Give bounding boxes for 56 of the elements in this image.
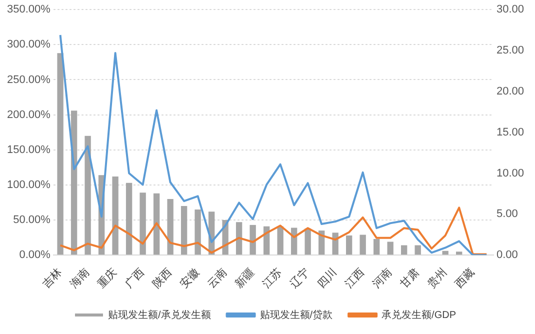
y2-tick-label: 0.00 [496,249,518,262]
bar [442,250,448,255]
bar [236,222,242,255]
bar [167,198,174,255]
y2-tick-label: 10.00 [496,167,524,180]
bar [346,235,352,255]
legend-label: 承兑发生额/GDP [382,308,456,321]
x-tick-label: 陕西 [150,266,174,290]
bar [57,53,64,255]
bar [277,226,284,255]
y-tick-label: 100.00% [6,178,51,191]
x-tick-label: 辽宁 [287,266,312,290]
x-tick-label: 西藏 [452,266,478,290]
x-tick-label: 四川 [314,266,340,290]
y2-tick-label: 20.00 [496,85,524,98]
x-tick-label: 安徽 [177,266,202,290]
bar [387,242,394,255]
x-tick-label: 河南 [370,266,394,290]
bar [414,245,421,255]
y2-tick-label: 25.00 [496,44,524,57]
y-tick-label: 0.00% [19,249,51,262]
y2-tick-label: 30.00 [496,4,524,16]
bar [180,206,188,255]
bar [84,136,91,255]
x-tick-label: 海南 [67,266,92,290]
y2-tick-label: 5.00 [496,208,518,220]
bar [140,192,146,255]
bar [400,245,408,255]
y-tick-label: 350.00% [6,4,51,16]
x-tick-label: 吉林 [40,266,64,290]
x-tick-label: 云南 [204,266,230,290]
bar [194,210,201,255]
y-tick-label: 50.00% [13,214,51,226]
bar [360,234,366,255]
bar [373,238,380,255]
legend-label: 贴现发生额/贷款 [260,308,333,321]
y2-tick-label: 15.00 [496,126,524,138]
bar [304,228,311,255]
bar [126,182,132,255]
y-tick-label: 300.00% [6,38,51,51]
bar [153,193,160,255]
x-tick-label: 贵州 [424,266,450,290]
y-tick-label: 200.00% [6,108,51,121]
x-tick-label: 江苏 [260,266,284,290]
y-tick-label: 150.00% [6,144,51,156]
bar [112,176,118,255]
x-tick-label: 甘肃 [397,266,422,290]
x-tick-label: 重庆 [94,266,120,290]
x-tick-label: 广西 [122,266,147,290]
x-tick-label: 江西 [342,266,367,290]
legend-label: 贴现发生额/承兑发生额 [108,308,211,321]
bar [250,224,256,255]
x-tick-label: 新疆 [232,266,257,290]
y-tick-label: 250.00% [6,74,51,86]
bar [332,232,338,255]
bar [456,252,462,255]
